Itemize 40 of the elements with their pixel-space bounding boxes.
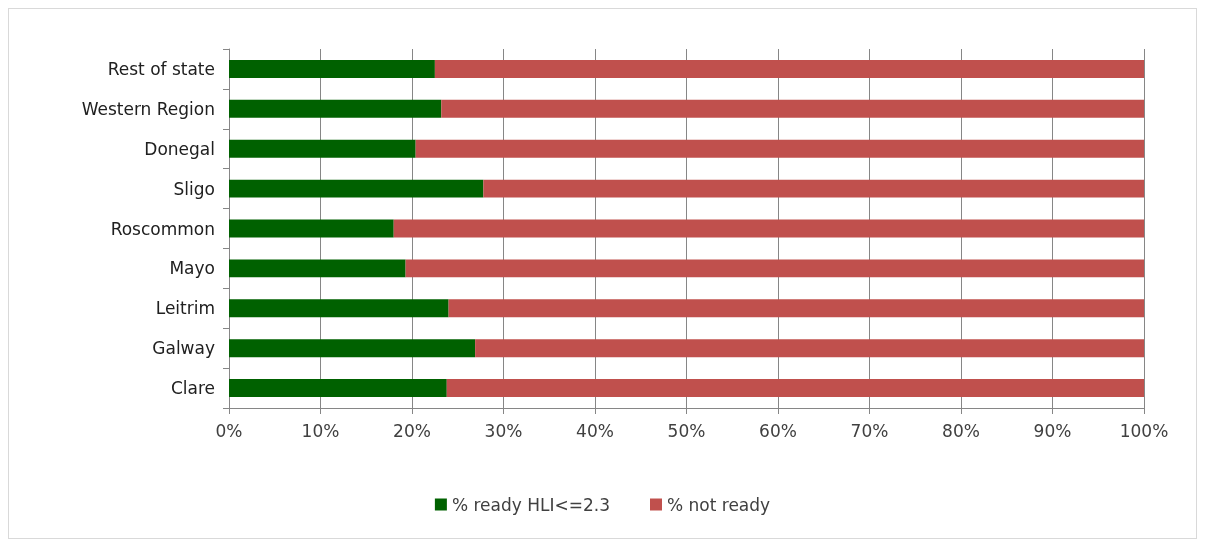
bar xyxy=(229,339,476,358)
y-tick-label: Mayo xyxy=(169,258,215,279)
bar xyxy=(229,179,484,198)
bar xyxy=(415,139,1144,158)
bar xyxy=(229,379,447,398)
x-tick-label: 20% xyxy=(393,420,431,441)
bar xyxy=(229,259,406,278)
x-tick-label: 40% xyxy=(576,420,614,441)
bar xyxy=(434,59,1144,78)
legend-label: % not ready xyxy=(666,494,771,515)
y-tick-label: Western Region xyxy=(81,98,215,119)
bar xyxy=(393,219,1144,238)
bar xyxy=(229,99,442,118)
x-tick-label: 100% xyxy=(1119,420,1169,441)
y-tick-label: Leitrim xyxy=(155,298,215,319)
y-tick-label: Roscommon xyxy=(110,218,215,239)
bar xyxy=(229,299,449,318)
x-tick-label: 0% xyxy=(215,420,243,441)
bar xyxy=(441,99,1144,118)
bar xyxy=(229,139,416,158)
x-tick-label: 60% xyxy=(759,420,797,441)
bar xyxy=(448,299,1144,318)
x-tick-label: 10% xyxy=(301,420,340,441)
y-tick-label: Donegal xyxy=(144,138,215,159)
legend-label: % ready HLI<=2.3 xyxy=(451,494,610,515)
x-tick-label: 90% xyxy=(1033,420,1072,441)
x-tick-label: 80% xyxy=(942,420,980,441)
bar xyxy=(405,259,1144,278)
bar xyxy=(229,59,435,78)
bar xyxy=(475,339,1144,358)
bar xyxy=(229,219,394,238)
y-tick-label: Galway xyxy=(152,338,215,359)
y-tick-label: Rest of state xyxy=(107,58,215,79)
x-tick-label: 30% xyxy=(484,420,523,441)
y-tick-label: Clare xyxy=(170,378,215,399)
x-tick-label: 50% xyxy=(667,420,706,441)
x-tick-label: 70% xyxy=(850,420,889,441)
bar xyxy=(483,179,1144,198)
y-tick-label: Sligo xyxy=(173,178,215,199)
bar xyxy=(446,379,1144,398)
